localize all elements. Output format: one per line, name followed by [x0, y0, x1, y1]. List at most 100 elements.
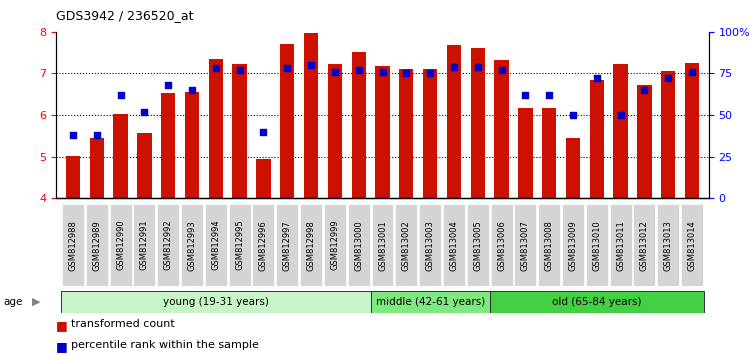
Bar: [232, 64, 247, 198]
FancyBboxPatch shape: [158, 204, 179, 286]
FancyBboxPatch shape: [253, 204, 274, 286]
Point: [496, 67, 508, 73]
Text: GSM812991: GSM812991: [140, 220, 148, 270]
Text: GSM812997: GSM812997: [283, 220, 292, 270]
Point: [352, 67, 364, 73]
Text: old (65-84 years): old (65-84 years): [552, 297, 641, 307]
Point: [210, 65, 222, 71]
FancyBboxPatch shape: [610, 204, 632, 286]
Text: middle (42-61 years): middle (42-61 years): [376, 297, 484, 307]
Text: ■: ■: [56, 340, 68, 353]
Text: GSM813013: GSM813013: [664, 220, 673, 270]
Text: GSM813006: GSM813006: [497, 220, 506, 270]
FancyBboxPatch shape: [657, 204, 680, 286]
Text: GSM812992: GSM812992: [164, 220, 172, 270]
Point: [686, 69, 698, 75]
Bar: [661, 72, 676, 198]
Point: [91, 132, 103, 138]
Point: [615, 112, 627, 118]
Point: [662, 76, 674, 81]
FancyBboxPatch shape: [490, 204, 512, 286]
FancyBboxPatch shape: [134, 204, 155, 286]
Bar: [161, 93, 176, 198]
Point: [376, 69, 388, 75]
Point: [328, 69, 340, 75]
Bar: [352, 52, 366, 198]
Text: GSM812996: GSM812996: [259, 220, 268, 270]
Text: ▶: ▶: [32, 297, 40, 307]
Bar: [89, 138, 104, 198]
Bar: [304, 33, 318, 198]
Bar: [614, 64, 628, 198]
Point: [281, 65, 293, 71]
FancyBboxPatch shape: [324, 204, 346, 286]
Text: GSM812995: GSM812995: [235, 220, 244, 270]
FancyBboxPatch shape: [229, 204, 251, 286]
Point: [638, 87, 650, 93]
FancyBboxPatch shape: [61, 291, 370, 313]
Text: GSM813007: GSM813007: [521, 220, 530, 270]
FancyBboxPatch shape: [562, 204, 584, 286]
FancyBboxPatch shape: [62, 204, 84, 286]
Point: [520, 92, 532, 98]
Text: GDS3942 / 236520_at: GDS3942 / 236520_at: [56, 9, 194, 22]
FancyBboxPatch shape: [300, 204, 322, 286]
Text: GSM812988: GSM812988: [68, 220, 77, 270]
FancyBboxPatch shape: [538, 204, 560, 286]
FancyBboxPatch shape: [490, 291, 704, 313]
FancyBboxPatch shape: [514, 204, 536, 286]
Bar: [375, 66, 390, 198]
Bar: [423, 69, 437, 198]
Point: [567, 112, 579, 118]
Bar: [66, 156, 80, 198]
Text: ■: ■: [56, 319, 68, 332]
Bar: [280, 44, 295, 198]
Text: GSM813000: GSM813000: [354, 220, 363, 270]
FancyBboxPatch shape: [110, 204, 131, 286]
Bar: [328, 64, 342, 198]
FancyBboxPatch shape: [181, 204, 203, 286]
Text: GSM813005: GSM813005: [473, 220, 482, 270]
Text: transformed count: transformed count: [71, 319, 175, 329]
Point: [115, 92, 127, 98]
FancyBboxPatch shape: [466, 204, 489, 286]
Text: GSM813011: GSM813011: [616, 220, 626, 270]
FancyBboxPatch shape: [86, 204, 108, 286]
Text: GSM813002: GSM813002: [402, 220, 411, 270]
Point: [67, 132, 79, 138]
Bar: [685, 63, 699, 198]
Text: GSM812994: GSM812994: [211, 220, 220, 270]
FancyBboxPatch shape: [586, 204, 608, 286]
FancyBboxPatch shape: [395, 204, 417, 286]
Text: GSM813009: GSM813009: [568, 220, 578, 270]
Point: [424, 71, 436, 76]
Text: GSM813004: GSM813004: [449, 220, 458, 270]
Bar: [566, 138, 580, 198]
FancyBboxPatch shape: [443, 204, 465, 286]
Bar: [518, 108, 532, 198]
Text: GSM812993: GSM812993: [188, 220, 196, 270]
Point: [257, 129, 269, 135]
Bar: [447, 45, 461, 198]
Text: GSM812999: GSM812999: [330, 220, 339, 270]
Bar: [113, 114, 128, 198]
Point: [543, 92, 555, 98]
Text: GSM813008: GSM813008: [544, 220, 554, 270]
Point: [472, 64, 484, 70]
FancyBboxPatch shape: [371, 204, 394, 286]
Point: [305, 62, 317, 68]
Text: young (19-31 years): young (19-31 years): [163, 297, 268, 307]
Text: GSM812989: GSM812989: [92, 220, 101, 270]
Bar: [184, 92, 200, 198]
FancyBboxPatch shape: [370, 291, 490, 313]
Bar: [399, 69, 413, 198]
Bar: [470, 48, 485, 198]
Bar: [638, 85, 652, 198]
Bar: [590, 80, 604, 198]
FancyBboxPatch shape: [681, 204, 703, 286]
Bar: [256, 159, 271, 198]
Text: GSM813001: GSM813001: [378, 220, 387, 270]
Text: GSM812990: GSM812990: [116, 220, 125, 270]
FancyBboxPatch shape: [276, 204, 298, 286]
Text: GSM813012: GSM813012: [640, 220, 649, 270]
